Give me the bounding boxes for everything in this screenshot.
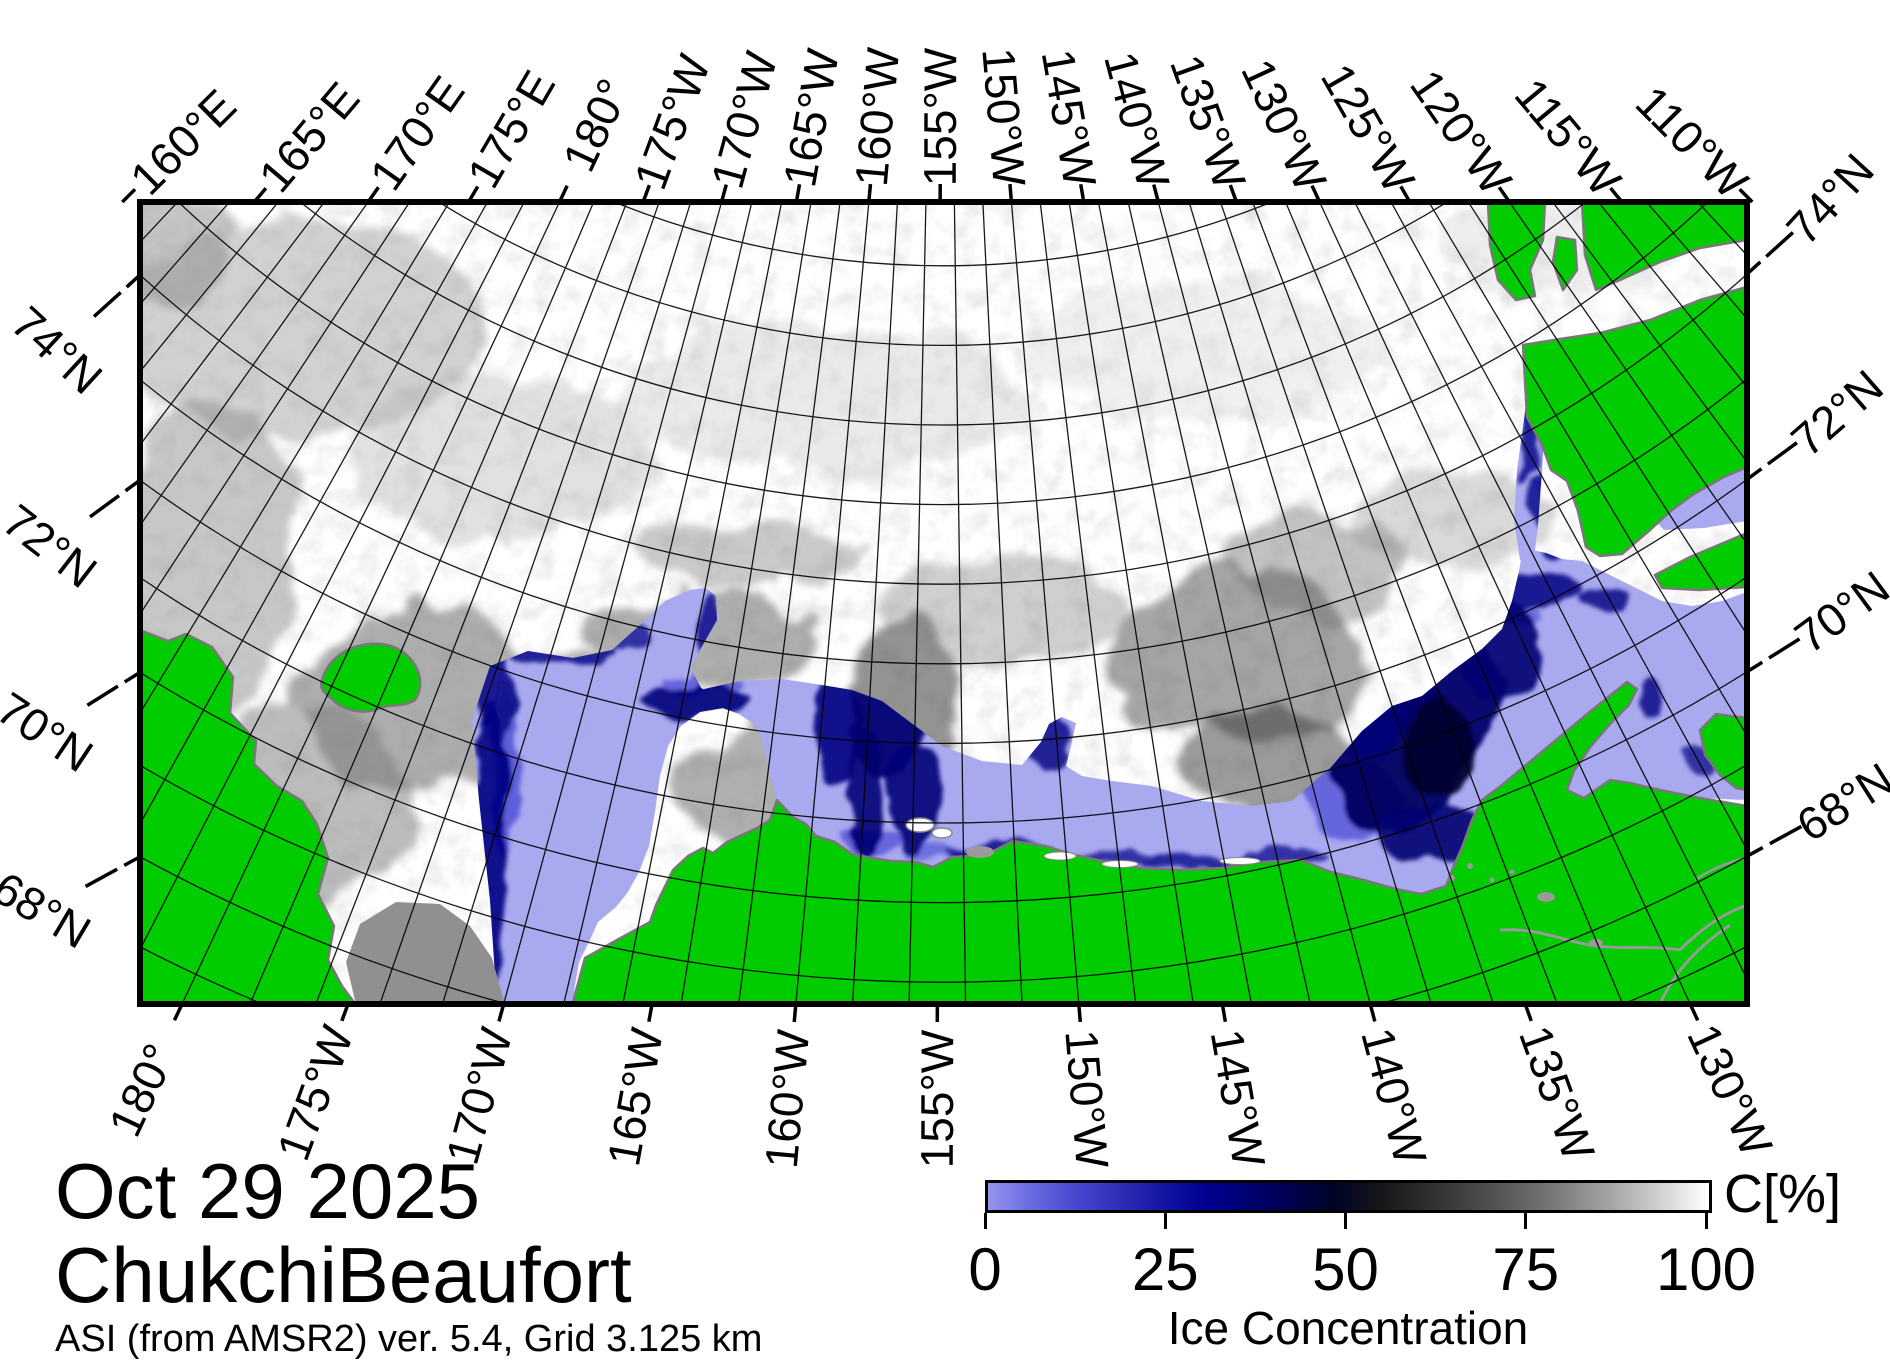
colorbar-gradient [985, 1180, 1712, 1213]
lon-label-bottom: 160°W [755, 1027, 820, 1170]
data-source-caption: ASI (from AMSR2) ver. 5.4, Grid 3.125 km [55, 1318, 763, 1360]
no-data-mask [346, 902, 505, 1004]
land-victoria-arm [1653, 531, 1747, 592]
axis-ticks [84, 183, 1803, 1023]
map-date: Oct 29 2025 [55, 1147, 480, 1235]
colorbar-tick-label: 0 [968, 1236, 1002, 1303]
colorbar-title: Ice Concentration [1167, 1302, 1529, 1354]
colorbar-tick [1344, 1213, 1347, 1229]
colorbar-tick [1704, 1213, 1708, 1229]
land-ne-island-a [1486, 202, 1547, 302]
colorbar-tick [983, 1213, 987, 1229]
land-ne-island-b [1551, 235, 1579, 292]
colorbar-tick [1524, 1213, 1528, 1229]
land-chukotka [140, 628, 357, 1004]
colorbar-tick [1163, 1213, 1167, 1229]
colorbar-tick-label: 25 [1131, 1236, 1199, 1303]
map-region-title: ChukchiBeaufort [55, 1231, 632, 1319]
lon-label-top: 155°W [914, 47, 967, 187]
colorbar-unit: C[%] [1724, 1164, 1842, 1224]
land-ne-island-c [1580, 202, 1747, 292]
land-layer [140, 202, 1747, 1004]
land-banks-island [1521, 285, 1747, 558]
colorbar-tick-label: 75 [1492, 1236, 1560, 1303]
colorbar-tick-label: 50 [1312, 1236, 1379, 1303]
lon-label-top: 150°W [972, 46, 1037, 189]
colorbar-tick-label: 100 [1655, 1236, 1757, 1303]
land-alaska-mainland [571, 680, 1747, 1004]
land-wrangel-island [319, 642, 422, 713]
lon-label-top: 160°W [844, 45, 909, 189]
map-frame [137, 199, 1750, 1007]
lon-label-bottom: 155°W [910, 1029, 964, 1169]
lon-label-bottom: 150°W [1055, 1027, 1119, 1170]
